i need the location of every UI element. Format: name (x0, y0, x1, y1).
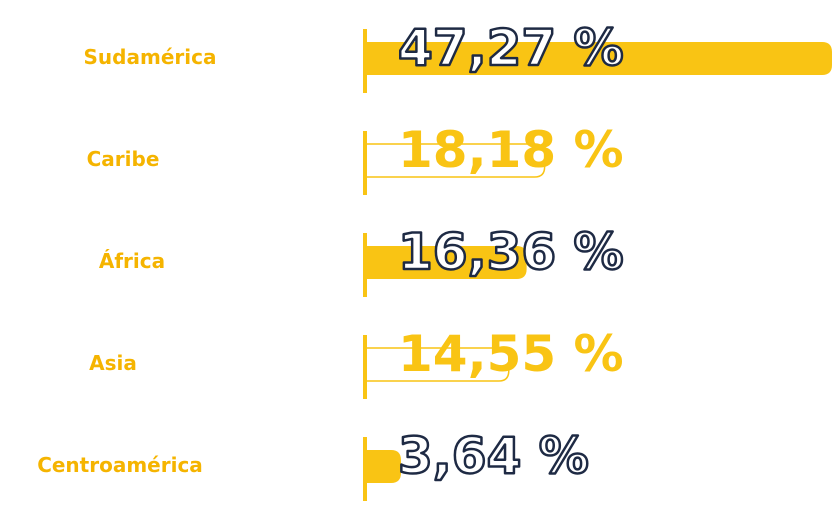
bar (365, 450, 401, 483)
category-label: Centroamérica (37, 453, 203, 477)
bar (364, 347, 510, 382)
bar (364, 143, 546, 178)
value-label: 16,36 % (398, 223, 624, 281)
value-label: 18,18 % (398, 121, 624, 179)
category-label: Caribe (87, 147, 160, 171)
category-label: África (99, 249, 165, 273)
bar (365, 42, 832, 75)
bar (365, 246, 527, 279)
category-label: Asia (89, 351, 137, 375)
value-label: 14,55 % (398, 325, 624, 383)
value-label: 47,27 % (398, 19, 624, 77)
value-label: 3,64 % (398, 427, 589, 485)
category-label: Sudamérica (84, 45, 217, 69)
